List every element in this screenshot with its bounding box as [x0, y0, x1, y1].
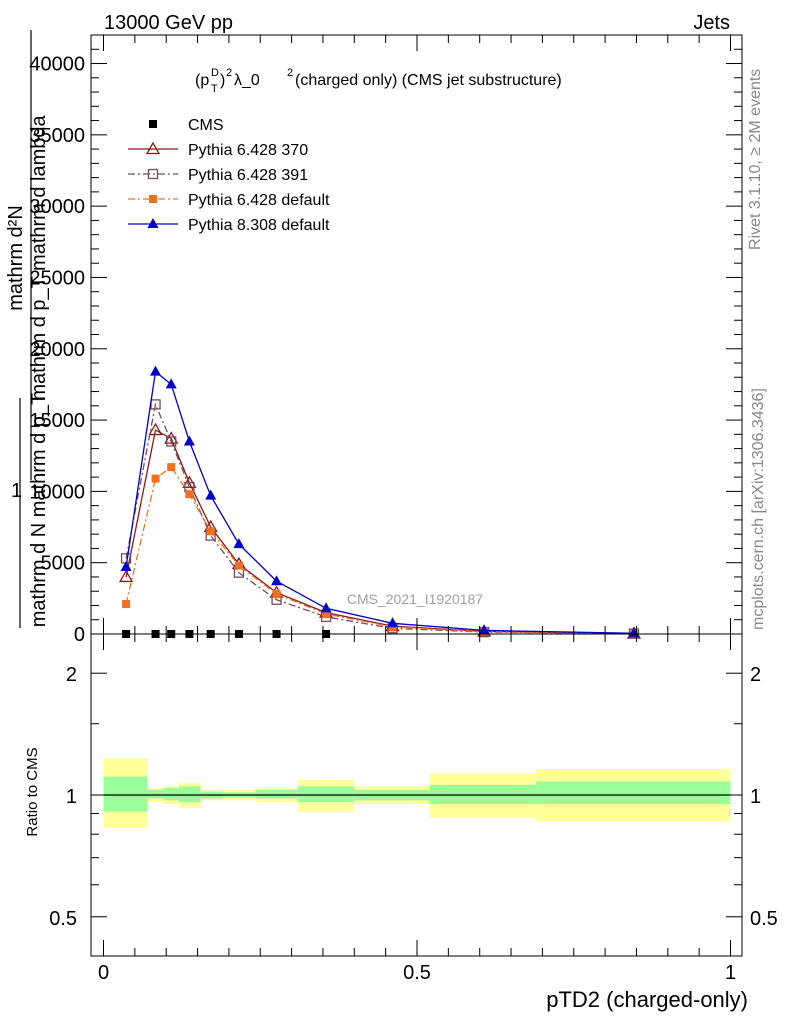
- series-point: [320, 602, 332, 613]
- main-y-tick-label: 35000: [29, 125, 85, 147]
- main-y-tick-label: 5000: [41, 553, 86, 575]
- main-plot-area: [118, 365, 642, 639]
- plot-title-part: ): [220, 72, 225, 89]
- series-line: [125, 466, 634, 635]
- series-point: [233, 538, 245, 549]
- series-3: [122, 463, 638, 638]
- legend-label: Pythia 8.308 default: [188, 217, 330, 234]
- plot-title-part: λ_0: [234, 72, 260, 89]
- ratio-plot-area: [103, 758, 731, 828]
- series-point: [234, 561, 243, 570]
- uncertainty-band-inner: [255, 789, 298, 799]
- uncertainty-band-inner: [536, 781, 731, 805]
- series-4: [120, 365, 640, 638]
- series-line: [125, 402, 634, 635]
- series-point: [272, 590, 281, 599]
- series-point: [167, 463, 176, 472]
- rivet-version-label: Rivet 3.1.10, ≥ 2M events: [747, 69, 764, 250]
- uncertainty-band-inner: [163, 788, 179, 801]
- legend: CMS Pythia 6.428 370 Pythia 6.428 391 Pythi…: [128, 117, 330, 234]
- series-point: [322, 610, 331, 619]
- plot-title-part: (charged only) (CMS jet substructure): [295, 72, 562, 89]
- plot-title-part: 2: [287, 67, 293, 79]
- main-y-axis-label: mathrm d²N mathrm d p_T mathrm d lambda …: [5, 30, 50, 628]
- series-point: [151, 474, 160, 483]
- x-axis-label: pTD2 (charged-only): [546, 987, 748, 1012]
- ylabel-denominator: mathrm d p_T mathrm d lambda: [28, 114, 50, 400]
- analysis-watermark: CMS_2021_I1920187: [347, 591, 483, 607]
- series-point: [165, 378, 177, 389]
- series-point: [118, 569, 134, 583]
- legend-marker: [145, 141, 161, 155]
- uncertainty-band-inner: [297, 786, 355, 803]
- ylabel-one: 1: [11, 480, 22, 502]
- header-energy: 13000 GeV pp: [104, 12, 233, 34]
- series-point: [183, 435, 195, 446]
- plot-title-part: 2: [226, 67, 232, 79]
- x-tick-label: 0.5: [403, 962, 431, 984]
- legend-marker: [147, 168, 159, 180]
- main-y-tick-label: 15000: [29, 410, 85, 432]
- uncertainty-band-inner: [178, 786, 201, 803]
- ratio-y-tick-label: 0.5: [49, 908, 77, 930]
- ratio-y-tick-label: 1: [66, 786, 77, 808]
- plot-title-part: T: [211, 83, 218, 95]
- plot-title-part: (p: [195, 72, 209, 89]
- series-point: [148, 422, 163, 436]
- legend-marker: [149, 120, 157, 128]
- ratio-y-tick-label: 2: [66, 664, 77, 686]
- series-point: [271, 575, 283, 586]
- x-tick-label: 1: [725, 962, 736, 984]
- ylabel-normalization: mathrm d N mathrm d p_T: [28, 393, 50, 628]
- ratio-y-tick-label-right: 1: [750, 786, 761, 808]
- main-y-tick-label: 0: [74, 624, 85, 646]
- legend-marker: [147, 218, 159, 228]
- series-point: [166, 436, 177, 447]
- plot-title-part: D: [211, 67, 219, 79]
- series-point: [120, 560, 132, 571]
- uncertainty-band-inner: [147, 789, 164, 799]
- main-y-tick-label: 40000: [29, 54, 85, 76]
- ratio-y-tick-label-right: 0.5: [750, 908, 778, 930]
- legend-label: Pythia 6.428 default: [188, 192, 330, 209]
- ratio-axes: 0.5 0.5 1 1 2 2 0 0.5 1: [49, 633, 778, 984]
- ratio-y-tick-label-right: 2: [750, 664, 761, 686]
- header-process: Jets: [693, 12, 730, 34]
- ylabel-numerator: mathrm d²N: [5, 205, 27, 311]
- main-y-tick-label: 25000: [29, 267, 85, 289]
- series-point: [185, 490, 194, 499]
- legend-label: Pythia 6.428 370: [188, 142, 308, 159]
- mcplots-source-label: mcplots.cern.ch [arXiv:1306.3436]: [750, 388, 767, 630]
- legend-label: CMS: [188, 117, 224, 134]
- series-point: [478, 624, 490, 635]
- plot-title: (p TD) 2 λ_0 2 (charged only) (CMS jet subs…: [195, 67, 562, 95]
- x-tick-label: 0: [98, 962, 109, 984]
- main-y-tick-label: 30000: [29, 196, 85, 218]
- series-point: [387, 617, 399, 628]
- legend-marker: [149, 195, 157, 203]
- series-point: [206, 527, 215, 536]
- uncertainty-band-inner: [103, 776, 148, 812]
- legend-label: Pythia 6.428 391: [188, 167, 308, 184]
- main-y-tick-label: 20000: [29, 339, 85, 361]
- series-point: [122, 600, 131, 609]
- series-point: [205, 489, 217, 500]
- main-axes: 0 5000 10000 15000 20000 25000 30000 35000 40000: [29, 34, 743, 646]
- series-point: [150, 365, 162, 376]
- main-y-tick-label: 10000: [29, 481, 85, 503]
- ratio-y-axis-label: Ratio to CMS: [24, 747, 41, 836]
